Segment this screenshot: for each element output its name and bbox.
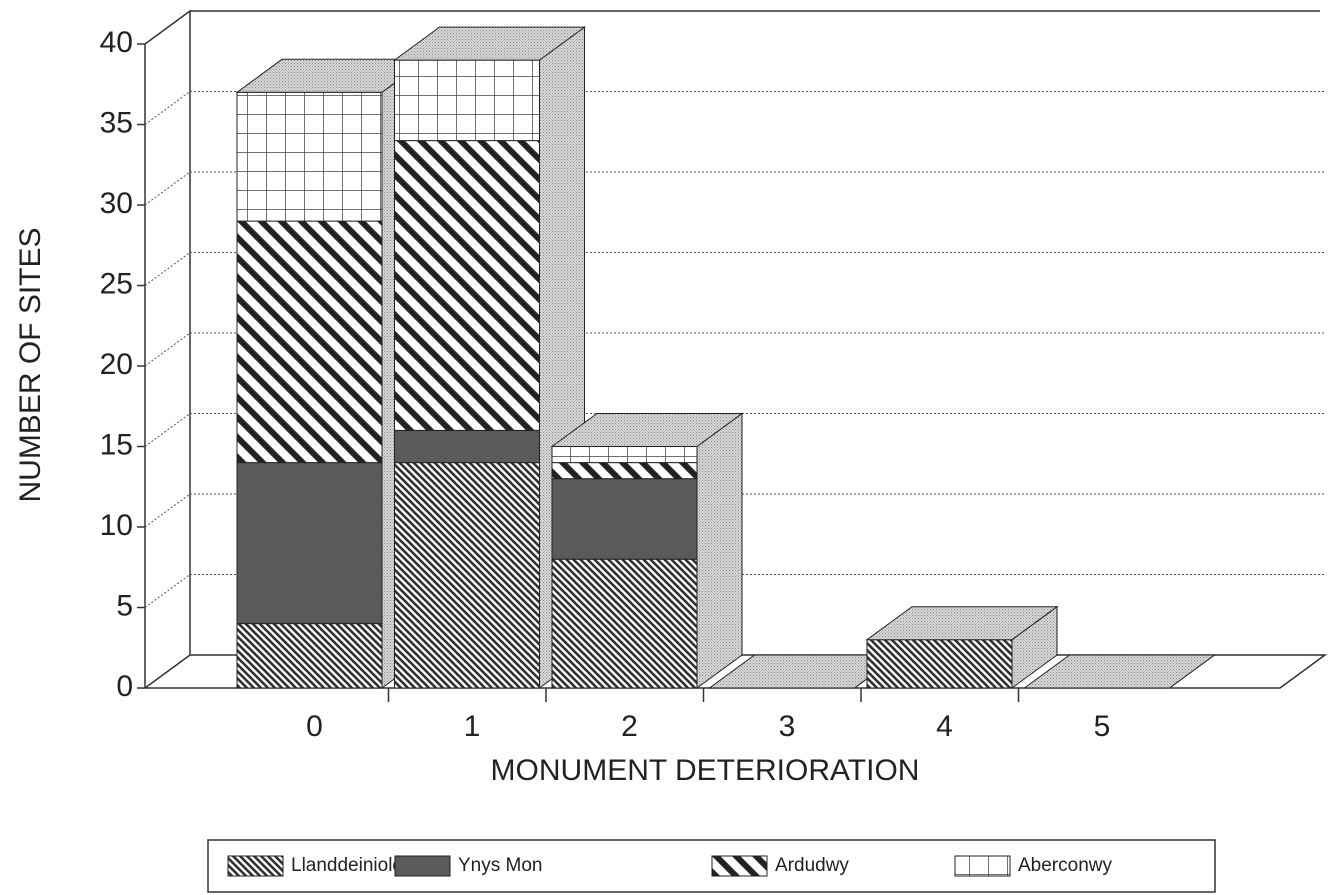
legend-swatch <box>227 855 284 877</box>
grid-line <box>144 574 191 608</box>
x-axis-title: MONUMENT DETERIORATION <box>491 754 920 787</box>
legend-label: Llanddeiniolen <box>291 855 414 876</box>
grid-line <box>144 493 191 528</box>
y-tick-label: 5 <box>116 589 133 622</box>
y-tick-label: 35 <box>100 106 133 139</box>
bar-segment <box>551 478 698 560</box>
bar-segment <box>394 140 540 431</box>
legend-swatch <box>954 855 1011 877</box>
bar-top <box>392 26 587 61</box>
bar-segment <box>236 91 383 222</box>
x-tick-label: 3 <box>779 710 796 743</box>
legend-box <box>207 839 1216 893</box>
legend-swatch <box>711 855 768 877</box>
x-tick-label: 1 <box>464 710 481 743</box>
bar-top <box>1022 654 1217 689</box>
bar-top <box>865 606 1059 641</box>
bar-side <box>696 412 743 689</box>
grid-line <box>144 413 191 447</box>
grid-line <box>144 332 191 367</box>
bar-segment <box>551 446 698 464</box>
bar-segment <box>236 462 383 625</box>
bar-segment <box>394 429 540 464</box>
bar-segment <box>236 623 383 689</box>
x-tick-label: 2 <box>621 710 638 743</box>
grid-line <box>144 252 191 286</box>
y-tick-label: 0 <box>116 670 133 703</box>
x-tick-label: 0 <box>306 710 323 743</box>
bar-segment <box>394 59 540 142</box>
y-tick-label: 10 <box>100 509 133 542</box>
x-tick-label: 5 <box>1094 710 1111 743</box>
bar-segment <box>866 639 1013 689</box>
bar-segment <box>394 462 540 689</box>
y-tick-label: 40 <box>100 26 133 59</box>
legend-label: Ynys Mon <box>458 855 542 876</box>
grid-line <box>144 91 191 125</box>
bar-segment <box>551 462 698 480</box>
y-tick-label: 30 <box>100 187 133 220</box>
bar-segment <box>551 558 698 689</box>
x-tick-label: 4 <box>936 710 953 743</box>
bar-segment <box>236 220 383 464</box>
legend-label: Aberconwy <box>1018 855 1112 876</box>
legend-label: Ardudwy <box>775 855 849 876</box>
left-wall <box>144 10 191 688</box>
bar-top <box>550 413 744 447</box>
y-axis-title: NUMBER OF SITES <box>14 227 47 502</box>
y-tick-label: 15 <box>100 428 133 461</box>
grid-line <box>144 171 191 206</box>
legend-swatch <box>394 855 451 877</box>
y-tick-label: 25 <box>100 267 133 300</box>
y-tick-label: 20 <box>100 348 133 381</box>
